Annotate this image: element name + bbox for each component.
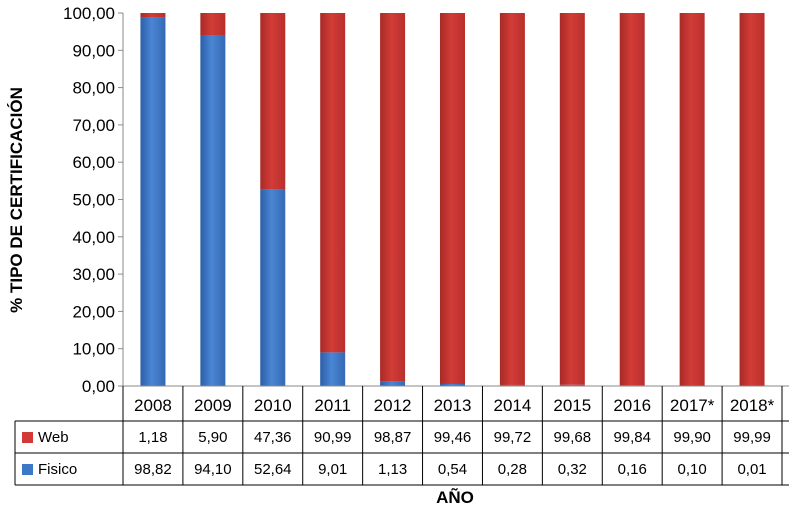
x-tick-label: 2018* — [730, 396, 775, 415]
bar-fisico-2011 — [320, 352, 345, 386]
bar-web-2010 — [260, 13, 285, 190]
y-tick-label: 90,00 — [72, 41, 115, 60]
table-cell-fisico: 0,54 — [438, 461, 467, 478]
bar-fisico-2010 — [260, 190, 285, 386]
bar-web-2017 — [680, 13, 705, 386]
y-tick-label: 60,00 — [72, 153, 115, 172]
x-tick-label: 2014 — [493, 396, 531, 415]
bar-fisico-2008 — [140, 17, 165, 386]
x-tick-label: 2012 — [374, 396, 412, 415]
bar-fisico-2012 — [380, 382, 405, 386]
bar-web-2014 — [500, 13, 525, 385]
x-tick-label: 2013 — [434, 396, 472, 415]
x-tick-label: 2010 — [254, 396, 292, 415]
table-cell-web: 99,90 — [673, 429, 711, 446]
bar-web-2018 — [740, 13, 765, 386]
bar-web-2008 — [140, 13, 165, 17]
table-cell-fisico: 94,10 — [194, 461, 232, 478]
bar-web-2016 — [620, 13, 645, 385]
table-cell-web: 99,84 — [613, 429, 651, 446]
table-cell-web: 1,18 — [138, 429, 167, 446]
bar-web-2011 — [320, 13, 345, 352]
legend-swatch-fisico — [22, 464, 33, 475]
x-tick-label: 2008 — [134, 396, 172, 415]
x-tick-label: 2017* — [670, 396, 715, 415]
y-axis-title: % TIPO DE CERTIFICACIÓN — [7, 87, 26, 313]
table-cell-web: 99,99 — [733, 429, 771, 446]
y-tick-label: 80,00 — [72, 79, 115, 98]
table-cell-web: 98,87 — [374, 429, 412, 446]
x-tick-label: 2011 — [314, 396, 351, 415]
bar-web-2013 — [440, 13, 465, 384]
table-cell-fisico: 0,16 — [618, 461, 647, 478]
x-tick-label: 2015 — [553, 396, 591, 415]
x-tick-label: 2009 — [194, 396, 232, 415]
table-cell-fisico: 9,01 — [318, 461, 347, 478]
table-cell-fisico: 0,32 — [558, 461, 587, 478]
y-tick-label: 20,00 — [72, 302, 115, 321]
bar-web-2012 — [380, 13, 405, 382]
y-tick-label: 30,00 — [72, 265, 115, 284]
table-cell-fisico: 52,64 — [254, 461, 292, 478]
y-tick-label: 50,00 — [72, 191, 115, 210]
y-tick-label: 100,00 — [63, 4, 115, 23]
table-cell-web: 47,36 — [254, 429, 292, 446]
table-cell-fisico: 98,82 — [134, 461, 172, 478]
bar-web-2015 — [560, 13, 585, 385]
y-tick-label: 10,00 — [72, 340, 115, 359]
table-cell-web: 5,90 — [198, 429, 227, 446]
y-tick-label: 0,00 — [82, 377, 115, 396]
bar-web-2009 — [200, 13, 225, 35]
bar-fisico-2009 — [200, 35, 225, 386]
y-tick-label: 40,00 — [72, 228, 115, 247]
y-axis-ticks: 0,00 10,00 20,00 30,00 40,00 50,00 60,00 70,00 8… — [63, 4, 123, 396]
table-cell-web: 99,68 — [554, 429, 592, 446]
y-tick-label: 70,00 — [72, 116, 115, 135]
table-cell-web: 99,72 — [494, 429, 532, 446]
legend-label-web: Web — [38, 429, 69, 446]
x-axis-title: AÑO — [436, 487, 474, 507]
table-cell-fisico: 0,10 — [678, 461, 707, 478]
table-cell-fisico: 1,13 — [378, 461, 407, 478]
x-tick-label: 2016 — [613, 396, 651, 415]
table-cell-fisico: 0,01 — [737, 461, 766, 478]
legend-label-fisico: Fisico — [38, 461, 77, 478]
data-table: 2008 2009 2010 2011 2012 2013 2014 2015 2016 2017… — [15, 386, 789, 485]
bars — [140, 13, 764, 386]
table-cell-fisico: 0,28 — [498, 461, 527, 478]
legend-swatch-web — [22, 432, 33, 443]
table-cell-web: 90,99 — [314, 429, 352, 446]
table-cell-web: 99,46 — [434, 429, 472, 446]
